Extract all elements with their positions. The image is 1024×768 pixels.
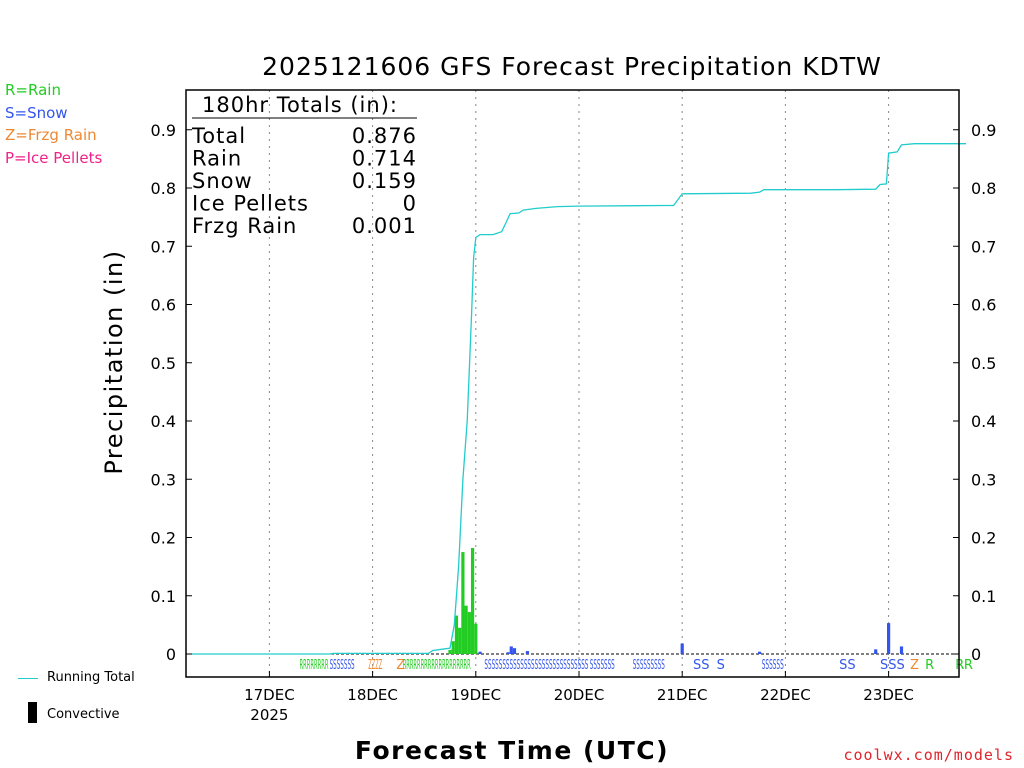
precip-type-marker: SSSSSS [762,658,784,673]
precip-type-marker: SS [839,658,856,673]
legend-frzg-rain: Z=Frzg Rain [5,126,97,144]
y-axis-ticks: 0 0 0.1 0.1 0.2 0.2 0.3 0.3 0.4 0.4 0.5 0.5 0.6 0.6 0.… [151,121,997,664]
x-tick-label: 21DEC [657,686,708,704]
legend-rain: R=Rain [5,81,61,99]
precip-type-marker: R [955,658,964,673]
precip-bar [525,651,529,654]
precip-bar [680,643,684,654]
x-tick-label: 17DEC [244,686,295,704]
precip-bar [451,641,455,654]
y-tick-label-right: 0.1 [971,587,996,606]
y-tick-label-left: 0.6 [151,296,176,315]
chart-title: 2025121606 GFS Forecast Precipitation KD… [262,52,882,81]
precip-bar [874,649,878,654]
precip-type-marker: R [964,658,973,673]
convective-swatch [28,702,37,723]
y-tick-label-left: 0.5 [151,354,176,373]
precip-bar [758,651,762,654]
y-tick-label-right: 0.8 [971,179,996,198]
precip-type-marker: RRRRRRRR [300,658,329,673]
totals-row-label: Rain [192,147,242,171]
precip-bars [448,547,904,654]
precip-type-marker: SSS [880,658,905,673]
totals-row-value: 0.714 [352,147,417,171]
precip-bar [467,612,471,654]
totals-row-label: Snow [192,169,253,193]
totals-row-label: Frzg Rain [192,214,297,238]
precip-bar [454,615,459,654]
precip-bar [512,648,517,654]
watermark: coolwx.com/models [843,746,1014,764]
totals-box: 180hr Totals (in): Total 0.876 Rain 0.714 Sno… [191,93,417,238]
x-tick-sublabel: 2025 [250,706,288,724]
running-total-label: Running Total [47,670,135,685]
precip-type-marker: SS [693,658,710,673]
precip-bar [509,646,513,654]
precip-type-marker: R [925,658,934,673]
convective-label: Convective [47,707,120,722]
x-tick-label: 18DEC [347,686,398,704]
running-total-swatch [18,678,38,679]
x-tick-label: 19DEC [451,686,502,704]
y-tick-label-right: 0.7 [971,237,996,256]
precip-bar [448,649,452,654]
precip-type-marker: SSSSSSSSSSSSSSSSSSSSSSSSSSSSS [484,658,588,673]
y-tick-label-right: 0.6 [971,296,996,315]
x-axis-label: Forecast Time (UTC) [355,736,669,765]
totals-row-value: 0 [403,192,417,216]
y-tick-label-left: 0.1 [151,587,176,606]
x-tick-label: 20DEC [554,686,605,704]
precip-type-marker: SSSSSSS [330,658,355,673]
legend-snow: S=Snow [5,104,68,122]
precip-bar [464,605,468,654]
precip-type-marker: Z [396,658,405,673]
y-tick-label-right: 0.5 [971,354,996,373]
x-tick-label: 23DEC [863,686,914,704]
precip-bar [887,623,891,654]
y-tick-label-right: 0 [971,645,981,664]
precip-type-marker: ZZZZ [368,658,382,673]
precip-bar [478,651,482,654]
y-tick-label-left: 0.7 [151,237,176,256]
precip-type-marker: S [717,658,725,673]
y-axis-label: Precipitation (in) [100,249,128,474]
precip-bar [461,552,465,654]
y-tick-label-right: 0.3 [971,470,996,489]
totals-row-label: Ice Pellets [192,192,309,216]
precip-bar [470,547,475,654]
precip-type-marker: Z [910,658,919,673]
y-tick-label-right: 0.2 [971,529,996,548]
precip-bar [474,623,478,654]
totals-row-value: 0.001 [352,214,417,238]
totals-title: 180hr Totals (in): [202,93,398,117]
grid-lines [186,90,959,677]
y-tick-label-left: 0.2 [151,529,176,548]
precip-type-marker: SSSSSSSSS [633,658,665,673]
precip-bar [899,646,904,654]
x-tick-label: 22DEC [760,686,811,704]
y-tick-label-left: 0.9 [151,121,176,140]
y-tick-label-left: 0.3 [151,470,176,489]
y-tick-label-left: 0.8 [151,179,176,198]
y-tick-label-left: 0.4 [151,412,176,431]
running-total-line [192,143,966,655]
x-axis-ticks: 17DEC 2025 18DEC 19DEC 20DEC 21DEC 22DEC 23DEC [244,671,914,724]
totals-row-value: 0.876 [352,124,417,148]
precip-type-marker: SSSSSSS [590,658,615,673]
legend-ice-pellets: P=Ice Pellets [5,149,103,167]
precip-bar [458,627,462,654]
y-tick-label-right: 0.9 [971,121,996,140]
y-tick-label-left: 0 [166,645,176,664]
totals-row-value: 0.159 [352,169,417,193]
y-tick-label-right: 0.4 [971,412,996,431]
plot-frame [185,89,960,678]
totals-row-label: Total [191,124,246,148]
precip-type-marker: RRRRRRRRRRRRRRRRRRR [403,658,471,673]
precip-bar [506,652,510,654]
